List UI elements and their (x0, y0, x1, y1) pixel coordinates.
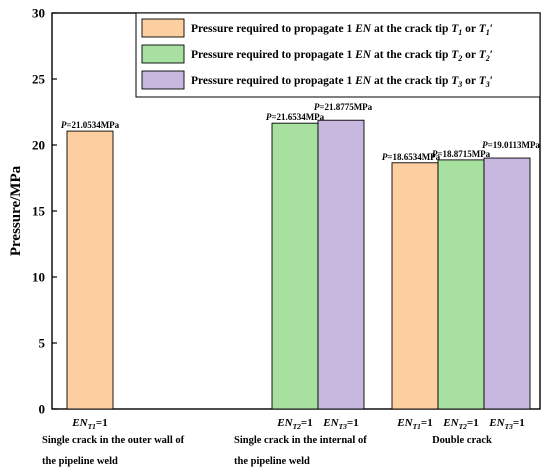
legend-swatch (141, 18, 185, 38)
en-label: ENT1=1 (396, 417, 432, 431)
y-tick-label: 20 (32, 138, 45, 153)
bar (317, 119, 365, 410)
y-tick-label: 30 (32, 6, 45, 21)
bar (271, 122, 319, 410)
category-label: Single crack in the outer wall of (42, 435, 185, 446)
bar (66, 130, 114, 410)
y-tick-label: 15 (32, 204, 46, 219)
data-label: P=18.6534MPa (382, 152, 441, 162)
legend-label: Pressure required to propagate 1 EN at t… (191, 23, 493, 37)
category-label: Double crack (432, 435, 492, 446)
legend-swatch (141, 44, 185, 64)
bar (483, 157, 531, 410)
category-label: the pipeline weld (42, 456, 118, 467)
y-tick-label: 0 (39, 402, 46, 417)
data-label: P=21.8775MPa (314, 102, 373, 112)
en-label: ENT1=1 (71, 417, 107, 431)
legend-box (135, 12, 541, 98)
y-tick-label: 25 (32, 72, 46, 87)
data-label: P=21.6534MPa (266, 112, 325, 122)
en-label: ENT3=1 (322, 417, 358, 431)
y-tick-label: 10 (32, 270, 45, 285)
data-label: P=19.0113MPa (482, 140, 540, 150)
legend-swatch (141, 70, 185, 90)
bar (391, 162, 439, 410)
y-tick-label: 5 (39, 336, 46, 351)
category-label: the pipeline weld (234, 456, 310, 467)
data-label: P=18.8715MPa (432, 149, 491, 159)
legend-label: Pressure required to propagate 1 EN at t… (191, 75, 493, 89)
en-label: ENT2=1 (276, 417, 312, 431)
data-label: P=21.0534MPa (61, 120, 120, 130)
category-label: Single crack in the internal of (234, 435, 367, 446)
legend-label: Pressure required to propagate 1 EN at t… (191, 49, 493, 63)
en-label: ENT2=1 (442, 417, 478, 431)
y-axis-title: Pressure/MPa (8, 165, 24, 256)
en-label: ENT3=1 (488, 417, 524, 431)
bar (437, 159, 485, 410)
